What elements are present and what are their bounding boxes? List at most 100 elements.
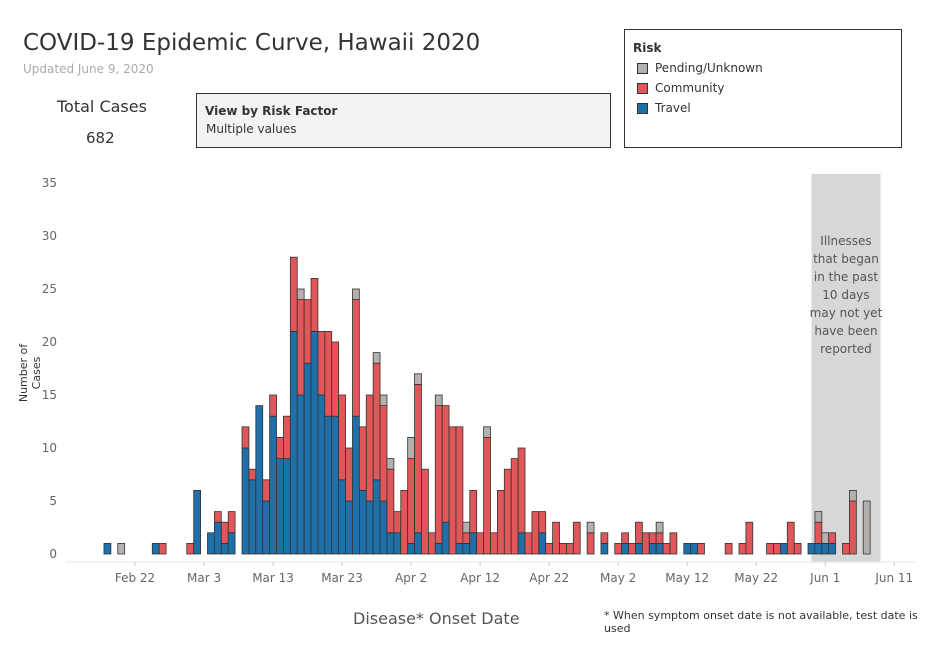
bar-segment-community <box>641 532 650 555</box>
bar-segment-travel <box>372 479 381 555</box>
bar-segment-pending-unknown <box>655 521 664 534</box>
bar-segment-pending-unknown <box>414 373 422 385</box>
bar-segment-travel <box>103 543 112 555</box>
bar-segment-community <box>214 511 222 523</box>
bar-segment-community <box>600 532 609 544</box>
bar-segment-pending-unknown <box>483 426 491 438</box>
bar-segment-community <box>538 511 547 534</box>
legend-item-travel[interactable]: Travel <box>637 101 691 115</box>
bar-segment-travel <box>407 543 415 555</box>
bar-segment-pending-unknown <box>462 521 471 534</box>
bar-segment-travel <box>462 543 471 555</box>
bar-segment-community <box>455 426 464 544</box>
shaded-region-note-line: that began <box>813 252 879 266</box>
bar-segment-community <box>324 330 333 417</box>
bar-segment-community <box>427 532 436 555</box>
bar-segment-community <box>828 532 837 544</box>
bar-segment-community <box>490 532 498 555</box>
bar-segment-travel <box>690 543 698 555</box>
page-title: COVID-19 Epidemic Curve, Hawaii 2020 <box>23 30 481 56</box>
bar-segment-community <box>310 277 319 332</box>
legend-title: Risk <box>633 41 662 55</box>
legend-item-pending[interactable]: Pending/Unknown <box>637 61 763 75</box>
legend-swatch-community <box>637 82 648 94</box>
bar-segment-community <box>724 543 733 555</box>
bar-segment-community <box>276 436 284 459</box>
bar-segment-community <box>766 543 774 555</box>
bar-segment-community <box>358 426 367 491</box>
bar-segment-travel <box>807 543 816 555</box>
bar-segment-community <box>317 330 326 396</box>
bar-segment-pending-unknown <box>862 500 871 555</box>
bar-segment-travel <box>517 532 526 555</box>
bar-segment-community <box>572 521 581 555</box>
bar-segment-travel <box>393 532 402 555</box>
bar-segment-travel <box>379 500 388 555</box>
y-tick-label: 5 <box>49 494 57 508</box>
legend-item-community[interactable]: Community <box>637 81 724 95</box>
bar-segment-pending-unknown <box>386 458 395 470</box>
y-axis-title: Number of Cases <box>17 343 43 403</box>
bar-segment-community <box>503 468 512 555</box>
updated-date: Updated June 9, 2020 <box>23 62 154 76</box>
y-tick-label: 35 <box>42 176 57 190</box>
shaded-region-note-line: reported <box>820 342 872 356</box>
bar-segment-pending-unknown <box>821 532 830 544</box>
y-tick-label: 25 <box>42 282 57 296</box>
bar-segment-community <box>345 447 353 502</box>
filter-title: View by Risk Factor <box>205 104 338 118</box>
bar-segment-community <box>517 447 526 534</box>
bar-segment-community <box>697 543 705 555</box>
bar-segment-community <box>621 532 629 544</box>
bar-segment-community <box>262 479 271 502</box>
bar-segment-community <box>379 405 388 502</box>
bar-segment-community <box>669 532 678 555</box>
x-tick-label: Feb 22 <box>115 571 155 585</box>
bar-segment-community <box>269 394 277 417</box>
bar-segment-community <box>614 543 623 555</box>
bar-segment-travel <box>655 543 664 555</box>
bar-segment-travel <box>338 479 346 555</box>
bar-segment-pending-unknown <box>407 436 415 459</box>
bar-segment-travel <box>635 543 643 555</box>
bar-segment-travel <box>469 532 478 555</box>
legend-label-travel: Travel <box>655 101 691 115</box>
bar-segment-pending-unknown <box>379 394 388 407</box>
filter-value[interactable]: Multiple values <box>206 122 297 136</box>
bar-segment-travel <box>621 543 629 555</box>
footnote: * When symptom onset date is not availab… <box>604 609 918 635</box>
total-cases-value: 682 <box>86 129 115 147</box>
y-tick-label: 10 <box>42 441 57 455</box>
recent-illness-shaded-region <box>811 174 881 562</box>
legend-swatch-travel <box>637 102 648 114</box>
bar-segment-travel <box>262 500 271 555</box>
bar-segment-community <box>407 458 415 544</box>
bar-segment-travel <box>538 532 547 555</box>
bar-segment-travel <box>324 415 333 555</box>
bar-segment-travel <box>821 543 830 555</box>
bar-segment-community <box>483 436 491 555</box>
y-tick-label: 20 <box>42 335 57 349</box>
bar-segment-travel <box>455 543 464 555</box>
bar-segment-community <box>773 543 781 555</box>
bar-segment-pending-unknown <box>352 288 360 301</box>
bar-segment-community <box>400 489 409 555</box>
bar-segment-community <box>842 543 850 555</box>
y-tick-label: 0 <box>49 547 57 561</box>
bar-segment-travel <box>220 543 229 555</box>
bar-segment-community <box>283 415 291 460</box>
x-tick-label: May 22 <box>734 571 778 585</box>
bar-segment-community <box>814 521 823 544</box>
bar-segment-travel <box>345 500 353 555</box>
bar-segment-community <box>849 500 857 555</box>
bar-segment-community <box>448 426 457 555</box>
bar-segment-community <box>352 299 360 417</box>
risk-factor-filter[interactable]: View by Risk Factor Multiple values <box>196 93 611 148</box>
x-tick-label: Jun 11 <box>874 571 913 585</box>
bar-segment-travel <box>296 394 305 555</box>
bar-segment-travel <box>248 479 257 555</box>
bar-segment-community <box>662 543 671 555</box>
bar-segment-travel <box>414 532 422 555</box>
bar-segment-community <box>635 521 643 544</box>
bar-segment-community <box>531 511 540 555</box>
